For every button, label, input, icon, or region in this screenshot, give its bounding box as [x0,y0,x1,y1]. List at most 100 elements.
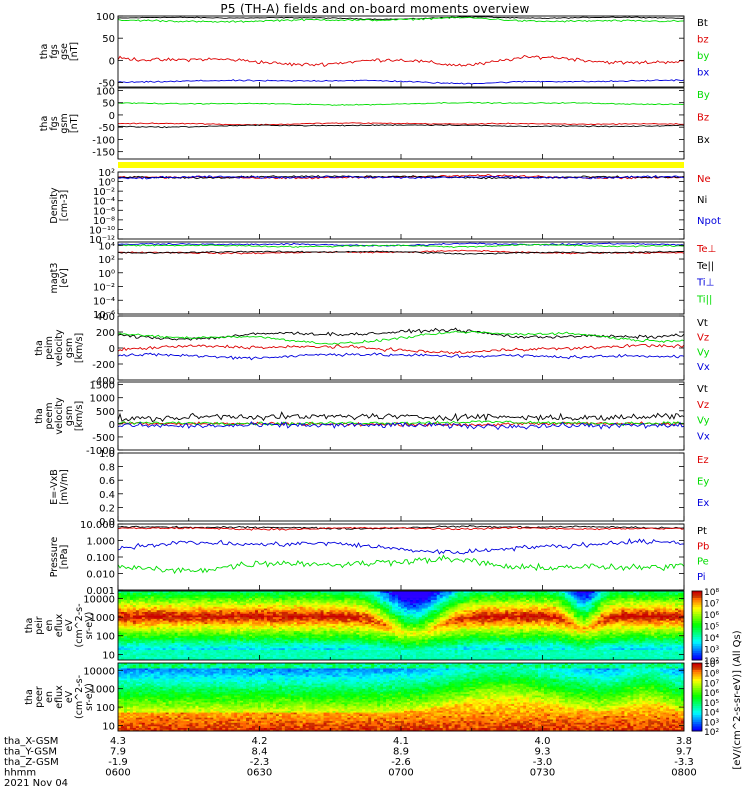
fgs_gsm-legend-0: By [697,90,710,101]
efield-ytick-label: 1.0 [99,449,115,460]
pressure-series-pe [117,554,685,575]
peim_velocity-legend-2: Vy [697,347,710,358]
fgs_gse-series-bx [117,79,685,85]
peer_eflux-ytick-label: 1000 [90,685,115,696]
peim_velocity-ylabel-line: gsm [64,338,75,358]
peer_eflux-ylabel-line: peer [34,686,45,708]
pressure-legend-0: Pt [697,526,707,537]
ephemeris-value: 9.7 [676,747,692,758]
density-ytick-label: 10⁻¹⁰ [89,225,115,236]
efield-ylabel-line: E=-VxB [49,469,60,504]
peer_eflux-colorbar-tick: 10³ [704,718,719,728]
peim_velocity-series-vt [117,327,685,341]
efield-legend-1: Ey [697,476,709,487]
peir_eflux-colorbar-tick: 10⁵ [704,623,719,633]
peim_velocity-ylabel-line: [km/s] [74,333,85,363]
efield-legend-2: Ex [697,498,709,509]
fgs_gsm-ytick-label: -150 [92,148,115,159]
ephemeris-row-label: hhmm [4,768,36,779]
temperature-ytick-label: 10⁴ [98,241,115,252]
ephemeris-row-label: tha_Y-GSM [4,747,57,758]
temperature-legend-0: Te⊥ [696,244,716,255]
peir_eflux-ylabel-line: peir [34,616,45,635]
fgs_gse-legend-0: Bt [697,18,708,29]
pressure-series-pi [117,538,684,555]
fgs_gse-ytick-label: 0 [109,56,115,67]
efield-ylabel-line: [mV/m] [59,469,70,505]
peer_eflux-ylabel-line: tha [24,689,35,705]
fgs_gsm-ylabel-line: gsm [59,113,70,133]
peem_velocity-ytick-label: -1000 [86,446,115,457]
temperature-ytick-label: 10⁻² [93,283,115,294]
efield-frame [117,452,685,522]
temperature-series-te [117,250,685,255]
fgs_gse-ytick-label: -50 [99,79,115,90]
peer_eflux-ytick-label: 10000 [83,666,115,677]
fgs_gse-legend-2: by [697,51,709,62]
peim_velocity-ylabel-line: tha [34,340,45,356]
peir_eflux-ylabel-line: tha [24,618,35,634]
density-ytick-label: 10⁻¹² [89,235,115,246]
fgs_gse-ytick-label: 50 [102,34,115,45]
peer_eflux-colorbar-tick: 10² [704,728,719,738]
ephemeris-value: 0700 [388,768,413,779]
peer_eflux-ytick-label: 100 [96,703,115,714]
ephemeris-row-label: tha_X-GSM [4,736,58,747]
peer_eflux-colorbar-frame [691,662,703,732]
peer_eflux-ylabel-line: sr-eV) [84,683,95,711]
peim_velocity-series-vx [117,352,685,361]
peir_eflux-ytick-label: 1000 [90,613,115,624]
pressure-ylabel-line: Pressure [49,537,60,578]
ephemeris-value: 4.0 [535,736,551,747]
pressure-ytick-label: 0.001 [86,586,115,597]
fgs_gsm-ylabel-line: tha [39,116,50,132]
pressure-legend-2: Pe [697,557,709,568]
density-legend-0: Ne [697,174,711,185]
peem_velocity-ylabel-line: gsm [64,406,75,426]
temperature-ytick-label: 10⁰ [98,269,115,280]
peem_velocity-ylabel-line: [km/s] [74,401,85,431]
peem_velocity-ylabel-line: peem [44,403,55,430]
fgs_gsm-ytick-label: 0 [109,111,115,122]
peem_velocity-ylabel-line: velocity [54,397,65,435]
fgs_gsm-legend-2: Bx [697,135,710,146]
efield-ytick-label: 0.8 [99,463,115,474]
ephemeris-value: 4.3 [110,736,126,747]
quality-flag-bar [118,162,684,168]
fgs_gsm-ytick-label: -100 [92,135,115,146]
ephemeris-value: 8.4 [252,747,268,758]
pressure-series-pb [117,526,685,531]
density-ytick-label: 10⁻⁸ [93,216,115,227]
ephemeris-value: 4.2 [252,736,268,747]
peem_velocity-legend-3: Vx [697,431,710,442]
peer_eflux-ylabel-line: (cm^2-s- [74,675,85,719]
peem_velocity-legend-1: Vz [697,400,709,411]
fgs_gse-legend-1: bz [697,35,709,46]
pressure-ytick-label: 0.100 [86,553,115,564]
fgs_gse-ylabel-line: fgs [49,44,60,58]
ephemeris-value: 7.9 [110,747,126,758]
density-ylabel-line: Density [49,187,60,223]
density-ytick-label: 10⁰ [98,178,115,189]
ephemeris-value: 3.8 [676,736,692,747]
peem_velocity-ytick-label: 1500 [90,381,115,392]
density-ytick-label: 10⁻⁶ [93,206,115,217]
temperature-ylabel-line: magt3 [49,263,60,294]
peir_eflux-colorbar-frame [691,590,703,661]
density-ytick-label: 10⁻⁴ [93,197,115,208]
density-ylabel-line: [cm-3] [59,190,70,221]
peer_eflux-ylabel-line: eV [64,690,75,703]
peem_velocity-ytick-label: 500 [96,407,115,418]
pressure-frame [117,523,685,591]
peir_eflux-colorbar-tick: 10³ [704,646,719,656]
peim_velocity-ylabel-line: peim [44,336,55,360]
peim_velocity-series-vz [117,343,685,355]
peer_eflux-colorbar-tick: 10⁶ [704,689,719,699]
efield-legend-0: Ez [697,455,709,466]
density-legend-2: Npot [697,216,721,227]
peem_velocity-series-vt [117,411,685,423]
peer_eflux-colorbar [692,663,702,732]
ephemeris-value: -2.3 [250,757,270,768]
peer_eflux-colorbar-tick: 10⁹ [704,660,719,670]
